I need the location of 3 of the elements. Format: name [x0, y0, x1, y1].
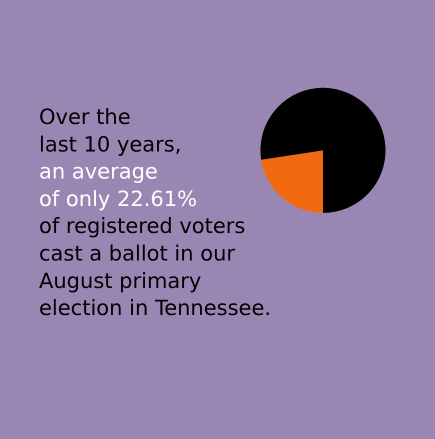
- pie-slice: [260, 88, 386, 213]
- pie-slice: [261, 150, 323, 213]
- text: Over the last 10 years, an average of only 22.61% of registered voters cast a ballot in our August primary election in Tennessee.: [39, 105, 272, 320]
